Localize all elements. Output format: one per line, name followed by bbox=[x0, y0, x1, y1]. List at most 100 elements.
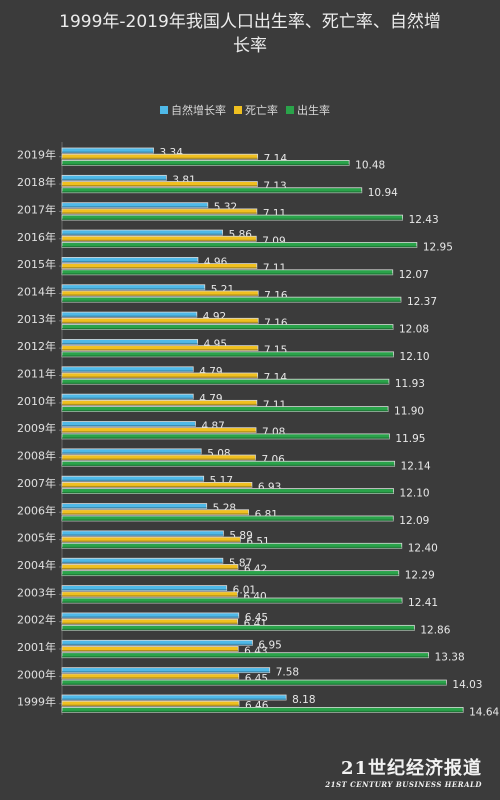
bar-shade-death-rate bbox=[62, 513, 249, 515]
data-label-birth-rate: 12.07 bbox=[399, 269, 429, 281]
bar-shade-natural-growth bbox=[62, 643, 253, 646]
y-tick-label: 2017年 bbox=[17, 202, 56, 216]
y-tick-label: 2011年 bbox=[17, 367, 56, 381]
data-label-natural-growth: 6.45 bbox=[245, 612, 268, 624]
bar-shade-natural-growth bbox=[62, 260, 198, 263]
data-label-birth-rate: 12.86 bbox=[420, 624, 450, 636]
chart-title-line-1: 1999年-2019年我国人口出生率、死亡率、自然增 bbox=[59, 12, 441, 32]
data-label-birth-rate: 11.93 bbox=[395, 378, 425, 390]
legend-item-death-rate: 死亡率 bbox=[234, 102, 278, 118]
y-tick-label: 2002年 bbox=[17, 613, 56, 627]
bar-shade-natural-growth bbox=[62, 425, 196, 427]
bar-shade-natural-growth bbox=[62, 288, 205, 290]
bar-shade-birth-rate bbox=[62, 328, 393, 330]
bar-shade-death-rate bbox=[62, 540, 241, 543]
y-tick-label: 2014年 bbox=[17, 284, 56, 298]
bar-shade-birth-rate bbox=[62, 464, 395, 467]
bar-shade-birth-rate bbox=[62, 710, 464, 713]
bar-shade-natural-growth bbox=[62, 561, 223, 564]
bar-shade-death-rate bbox=[62, 567, 238, 570]
data-label-birth-rate: 12.37 bbox=[407, 296, 437, 308]
bar-shade-birth-rate bbox=[62, 656, 429, 658]
bar-shade-death-rate bbox=[62, 267, 257, 269]
bar-shade-natural-growth bbox=[62, 151, 154, 153]
chart-title: 1999年-2019年我国人口出生率、死亡率、自然增 长率 bbox=[20, 10, 480, 58]
y-tick-label: 2015年 bbox=[17, 257, 56, 271]
data-label-birth-rate: 12.09 bbox=[399, 515, 429, 527]
bar-shade-birth-rate bbox=[62, 546, 402, 549]
bar-shade-death-rate bbox=[62, 376, 258, 378]
bar-shade-death-rate bbox=[62, 212, 257, 214]
legend-swatch-natural-growth bbox=[160, 106, 168, 114]
data-label-birth-rate: 11.90 bbox=[394, 406, 424, 418]
data-label-birth-rate: 12.43 bbox=[409, 214, 439, 226]
data-label-birth-rate: 13.38 bbox=[435, 652, 465, 664]
bar-shade-birth-rate bbox=[62, 519, 394, 521]
bar-shade-death-rate bbox=[62, 403, 257, 406]
legend-item-birth-rate: 出生率 bbox=[286, 102, 330, 118]
bar-shade-natural-growth bbox=[62, 178, 167, 181]
data-label-birth-rate: 11.95 bbox=[395, 433, 425, 445]
y-tick-label: 1999年 bbox=[17, 695, 56, 709]
watermark-sub: 21ST CENTURY BUSINESS HERALD bbox=[325, 780, 482, 789]
bar-shade-natural-growth bbox=[62, 342, 198, 345]
bar-shade-death-rate bbox=[62, 458, 256, 461]
data-label-birth-rate: 14.64 bbox=[469, 706, 499, 718]
bar-shade-birth-rate bbox=[62, 273, 393, 275]
data-label-natural-growth: 6.95 bbox=[258, 639, 281, 651]
bar-shade-death-rate bbox=[62, 157, 258, 160]
data-label-birth-rate: 10.48 bbox=[355, 159, 385, 171]
bar-shade-natural-growth bbox=[62, 589, 227, 591]
bar-shade-natural-growth bbox=[62, 507, 207, 509]
bar-shade-birth-rate bbox=[62, 601, 403, 603]
bar-shade-natural-growth bbox=[62, 616, 239, 618]
data-label-birth-rate: 14.03 bbox=[452, 679, 482, 691]
chart-legend: 自然增长率 死亡率 出生率 bbox=[160, 102, 330, 118]
legend-label-death-rate: 死亡率 bbox=[245, 104, 278, 117]
bar-shade-death-rate bbox=[62, 239, 257, 242]
y-tick-label: 2006年 bbox=[17, 503, 56, 517]
y-tick-label: 2000年 bbox=[17, 667, 56, 681]
data-label-birth-rate: 12.10 bbox=[400, 351, 430, 363]
legend-swatch-birth-rate bbox=[286, 106, 294, 114]
bar-shade-natural-growth bbox=[62, 452, 202, 454]
y-tick-label: 2012年 bbox=[17, 339, 56, 353]
chart-title-line-2: 长率 bbox=[233, 36, 267, 56]
y-tick-label: 2013年 bbox=[17, 312, 56, 326]
bar-shade-birth-rate bbox=[62, 683, 447, 686]
bar-shade-death-rate bbox=[62, 185, 258, 187]
bar-shade-death-rate bbox=[62, 650, 239, 652]
y-tick-label: 2010年 bbox=[17, 394, 56, 408]
bar-shade-birth-rate bbox=[62, 410, 389, 412]
bar-shade-birth-rate bbox=[62, 191, 362, 193]
data-label-natural-growth: 6.01 bbox=[233, 585, 256, 597]
bar-shade-death-rate bbox=[62, 485, 252, 488]
y-tick-label: 2009年 bbox=[17, 421, 56, 435]
bar-shade-death-rate bbox=[62, 677, 239, 679]
bar-shade-birth-rate bbox=[62, 437, 390, 439]
bar-shade-birth-rate bbox=[62, 628, 415, 631]
bar-shade-death-rate bbox=[62, 294, 259, 296]
bar-shade-natural-growth bbox=[62, 233, 223, 236]
bar-shade-natural-growth bbox=[62, 534, 224, 536]
bar-shade-natural-growth bbox=[62, 698, 287, 700]
bar-shade-death-rate bbox=[62, 321, 259, 324]
bar-shade-death-rate bbox=[62, 622, 238, 625]
watermark-main: 21世纪经济报道 bbox=[340, 758, 482, 779]
y-tick-label: 2019年 bbox=[17, 148, 56, 162]
bar-shade-birth-rate bbox=[62, 300, 401, 303]
publisher-watermark: 21世纪经济报道 21ST CENTURY BUSINESS HERALD bbox=[325, 758, 482, 790]
legend-swatch-death-rate bbox=[234, 106, 242, 114]
y-tick-label: 2003年 bbox=[17, 585, 56, 599]
legend-label-natural-growth: 自然增长率 bbox=[171, 104, 226, 117]
data-label-natural-growth: 8.18 bbox=[292, 694, 315, 706]
bar-shade-birth-rate bbox=[62, 218, 403, 221]
legend-label-birth-rate: 出生率 bbox=[297, 104, 330, 117]
bar-shade-death-rate bbox=[62, 704, 240, 707]
data-label-birth-rate: 12.29 bbox=[405, 570, 435, 582]
bar-shade-natural-growth bbox=[62, 479, 204, 482]
data-label-birth-rate: 10.94 bbox=[368, 187, 398, 199]
bar-shade-natural-growth bbox=[62, 206, 208, 208]
data-label-birth-rate: 12.40 bbox=[408, 542, 438, 554]
